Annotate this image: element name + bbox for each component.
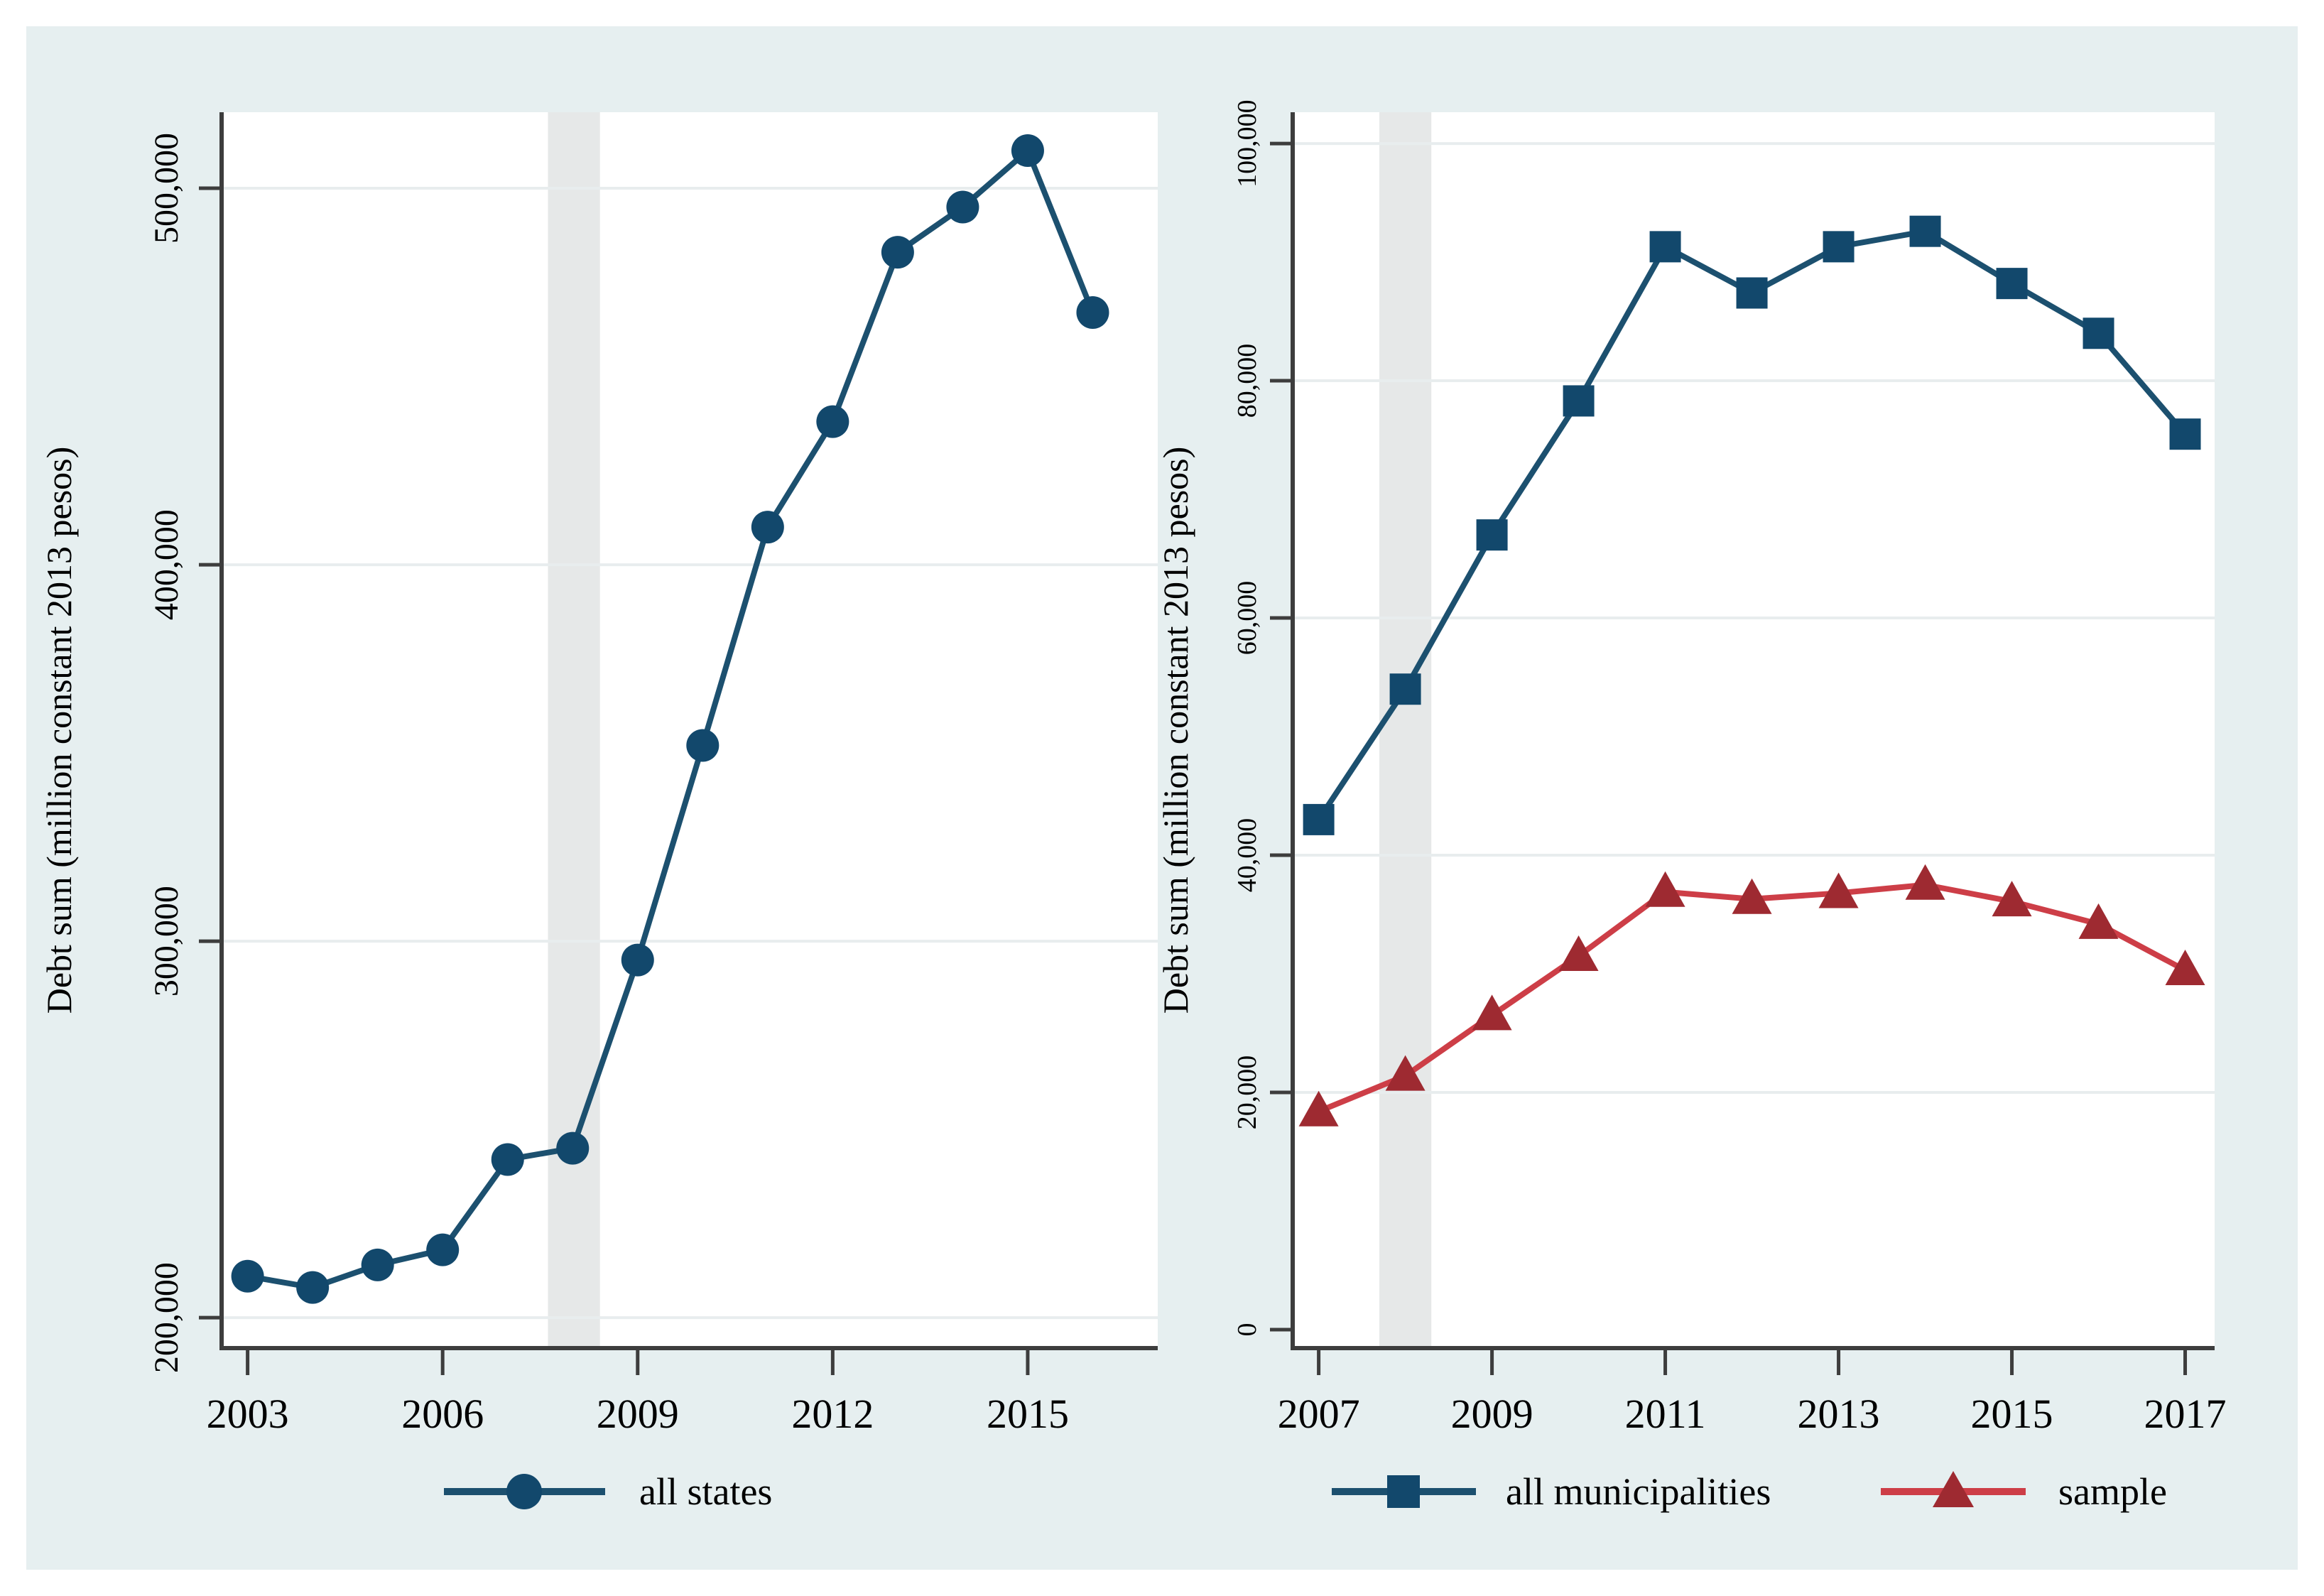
data-point (1905, 864, 1945, 900)
legend-all-municipalities: all municipalities (1332, 1470, 1771, 1513)
x-tick-label: 2007 (1278, 1391, 1360, 1437)
triangle-marker-icon (1933, 1471, 1974, 1507)
recession-band (1379, 112, 1432, 1348)
data-point (1996, 268, 2028, 300)
data-point (2083, 317, 2114, 349)
data-point (2165, 949, 2205, 985)
gridlines (222, 187, 1158, 1320)
x-tick-label: 2009 (597, 1391, 679, 1437)
y-tick-label: 20,000 (1232, 1055, 1262, 1130)
data-point (1476, 519, 1508, 551)
series-layer (1298, 215, 2205, 1127)
x-tick-label: 2017 (2144, 1391, 2227, 1437)
data-point (426, 1233, 460, 1266)
data-point (1558, 935, 1599, 971)
data-point (556, 1131, 590, 1165)
data-point (751, 511, 784, 544)
x-tick-label: 2003 (207, 1391, 289, 1437)
legend-sample: sample (1881, 1470, 2167, 1513)
y-axis-title: Debt sum (million constant 2013 pesos) (1156, 447, 1195, 1014)
left-panel: 2003 2006 2009 2012 2015 200,000 300,000 400,0… (39, 112, 1158, 1437)
data-point (946, 190, 979, 224)
data-point (1909, 215, 1941, 247)
y-tick-label: 300,000 (148, 886, 185, 997)
recession-band-rect (1379, 112, 1432, 1348)
x-axis-ticks: 2003 2006 2009 2012 2015 (207, 1350, 1069, 1437)
data-point (1732, 878, 1772, 914)
x-tick-label: 2009 (1451, 1391, 1533, 1437)
data-point (1736, 277, 1768, 309)
data-point (1823, 231, 1855, 263)
x-tick-label: 2006 (401, 1391, 484, 1437)
legend-label: all municipalities (1506, 1470, 1771, 1513)
legend-all-states: all states (444, 1470, 772, 1513)
data-point (1645, 871, 1685, 907)
data-point (1649, 231, 1681, 263)
y-tick-label: 400,000 (148, 509, 185, 620)
y-tick-label: 100,000 (1232, 99, 1262, 188)
right-panel: 2007 2009 2011 2013 2015 2017 0 20,000 40,000 60… (1156, 99, 2227, 1437)
data-point (2169, 418, 2201, 450)
y-axis-ticks: 0 20,000 40,000 60,000 80,000 100,000 (1232, 99, 1292, 1336)
plot-area (222, 112, 1158, 1348)
data-point (1389, 673, 1421, 705)
data-point (621, 943, 654, 977)
legend-label: sample (2058, 1470, 2167, 1513)
y-tick-label: 40,000 (1232, 818, 1262, 893)
data-point (1385, 1055, 1426, 1091)
plot-area (1293, 112, 2215, 1348)
x-tick-label: 2013 (1798, 1391, 1880, 1437)
data-point (231, 1259, 264, 1293)
data-point (1303, 803, 1335, 835)
data-point (1298, 1090, 1339, 1127)
y-tick-label: 80,000 (1232, 344, 1262, 418)
data-point (1992, 881, 2032, 917)
x-axis-ticks: 2007 2009 2011 2013 2015 2017 (1278, 1350, 2227, 1437)
y-tick-label: 60,000 (1232, 581, 1262, 656)
data-point (491, 1143, 524, 1176)
data-point (1011, 134, 1044, 168)
data-point (361, 1248, 394, 1281)
square-marker-icon (1387, 1475, 1420, 1508)
data-point (881, 236, 914, 269)
y-tick-label: 500,000 (148, 133, 185, 244)
circle-marker-icon (506, 1474, 542, 1509)
x-tick-label: 2015 (1971, 1391, 2053, 1437)
data-point (816, 405, 849, 438)
data-point (296, 1271, 330, 1304)
data-point (1818, 872, 1859, 908)
legend-label: all states (639, 1470, 772, 1513)
y-tick-label: 0 (1232, 1323, 1262, 1336)
y-axis-ticks: 200,000 300,000 400,000 500,000 (148, 133, 221, 1373)
x-tick-label: 2015 (987, 1391, 1069, 1437)
data-point (1472, 994, 1512, 1031)
y-axis-title: Debt sum (million constant 2013 pesos) (39, 447, 79, 1014)
x-tick-label: 2012 (791, 1391, 874, 1437)
data-point (1076, 295, 1109, 329)
x-tick-label: 2011 (1625, 1391, 1706, 1437)
series-layer (231, 134, 1109, 1304)
data-point (1563, 385, 1595, 417)
data-point (2078, 903, 2119, 939)
data-point (686, 729, 720, 762)
y-tick-label: 200,000 (148, 1262, 185, 1373)
